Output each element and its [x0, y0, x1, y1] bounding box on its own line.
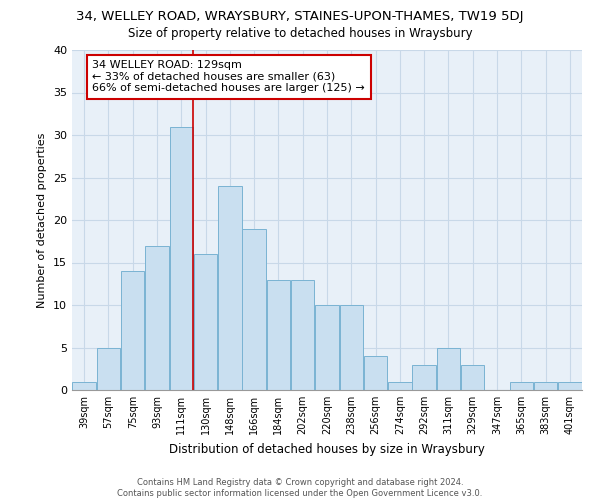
Bar [121, 271, 145, 390]
Bar [266, 280, 290, 390]
Bar [291, 280, 314, 390]
Bar [364, 356, 388, 390]
Bar [73, 382, 96, 390]
Bar [412, 364, 436, 390]
Bar [340, 305, 363, 390]
Bar [145, 246, 169, 390]
Text: Size of property relative to detached houses in Wraysbury: Size of property relative to detached ho… [128, 28, 472, 40]
Bar [218, 186, 242, 390]
Bar [242, 228, 266, 390]
Bar [534, 382, 557, 390]
Text: 34 WELLEY ROAD: 129sqm
← 33% of detached houses are smaller (63)
66% of semi-det: 34 WELLEY ROAD: 129sqm ← 33% of detached… [92, 60, 365, 94]
Bar [558, 382, 581, 390]
Bar [194, 254, 217, 390]
Bar [509, 382, 533, 390]
Text: Contains HM Land Registry data © Crown copyright and database right 2024.
Contai: Contains HM Land Registry data © Crown c… [118, 478, 482, 498]
Bar [315, 305, 339, 390]
Bar [388, 382, 412, 390]
Bar [170, 126, 193, 390]
Y-axis label: Number of detached properties: Number of detached properties [37, 132, 47, 308]
X-axis label: Distribution of detached houses by size in Wraysbury: Distribution of detached houses by size … [169, 442, 485, 456]
Bar [97, 348, 120, 390]
Text: 34, WELLEY ROAD, WRAYSBURY, STAINES-UPON-THAMES, TW19 5DJ: 34, WELLEY ROAD, WRAYSBURY, STAINES-UPON… [76, 10, 524, 23]
Bar [461, 364, 484, 390]
Bar [437, 348, 460, 390]
